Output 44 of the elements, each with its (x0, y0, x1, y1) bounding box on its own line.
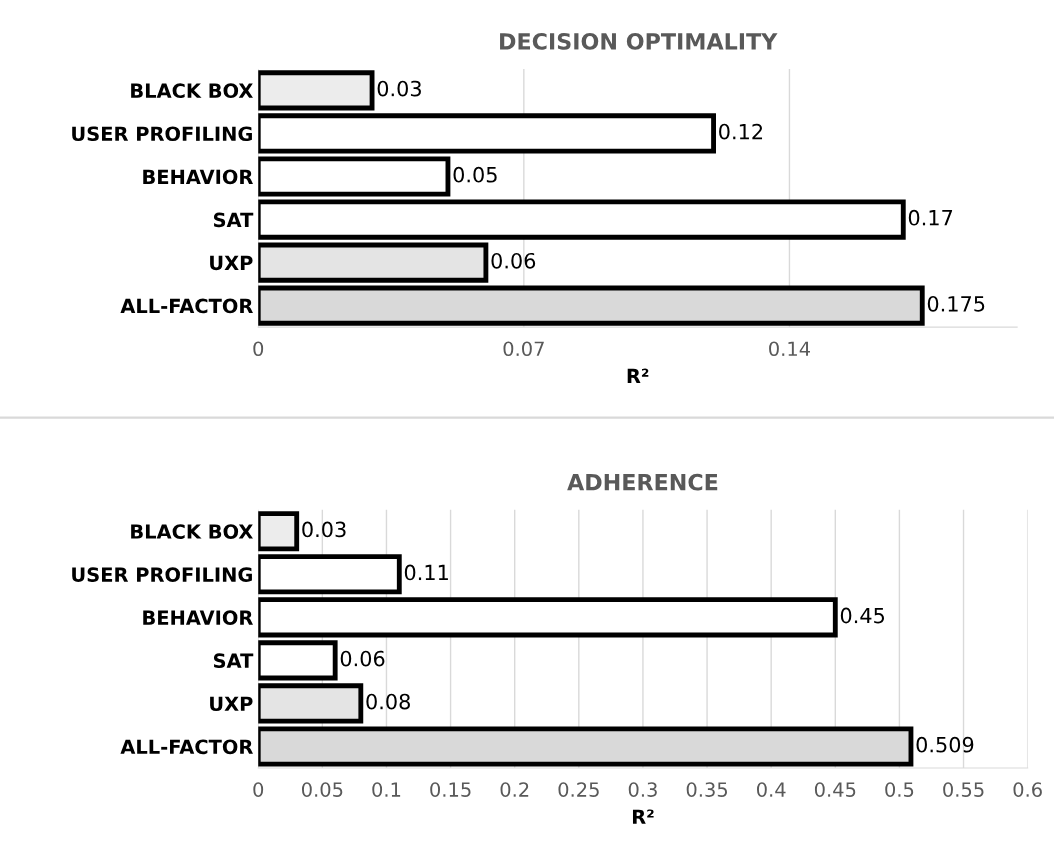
data-label: 0.11 (404, 564, 448, 581)
x-tick-label: 0.35 (686, 782, 728, 797)
x-tick-label: 0.15 (430, 782, 471, 797)
x-axis-title: R² (627, 368, 649, 383)
x-tick-label: 0.05 (301, 782, 343, 797)
x-tick-label: 0 (253, 782, 264, 797)
data-label: 0.05 (453, 166, 497, 183)
data-label: 0.06 (491, 252, 536, 269)
y-tick-label: SAT (213, 653, 254, 669)
chart-title: ADHERENCE (567, 473, 718, 491)
y-tick-label: SAT (213, 212, 254, 228)
data-label: 0.175 (927, 295, 985, 312)
data-label: 0.03 (302, 521, 346, 538)
x-tick-label: 0.3 (628, 782, 657, 797)
x-tick-label: 0.1 (372, 782, 401, 797)
data-label: 0.12 (719, 123, 763, 140)
y-tick-label: BLACK BOX (131, 83, 253, 99)
chart-title: DECISION OPTIMALITY (500, 32, 778, 50)
x-tick-label: 0.14 (769, 341, 810, 357)
x-tick-label: 0.5 (885, 782, 914, 797)
y-tick-label: USER PROFILING (72, 126, 252, 142)
data-label: 0.08 (366, 693, 410, 710)
data-label: 0.06 (340, 650, 385, 667)
x-tick-label: 0.2 (500, 782, 529, 797)
data-label: 0.509 (916, 736, 974, 753)
y-tick-label: USER PROFILING (72, 567, 252, 582)
x-tick-label: 0 (253, 341, 264, 357)
y-tick-label: UXP (210, 255, 253, 271)
x-tick-label: 0.07 (503, 341, 544, 357)
x-tick-label: 0.45 (814, 782, 856, 797)
x-axis-title: R² (632, 809, 654, 824)
data-label: 0.45 (840, 607, 885, 624)
y-tick-label: BLACK BOX (131, 524, 253, 539)
data-label: 0.03 (377, 80, 421, 97)
x-tick-label: 0.25 (558, 782, 599, 797)
x-tick-label: 0.6 (1013, 782, 1042, 797)
y-tick-label: BEHAVIOR (143, 169, 253, 185)
y-tick-label: ALL-FACTOR (120, 298, 253, 314)
x-tick-label: 0.55 (943, 782, 984, 797)
y-tick-label: ALL-FACTOR (120, 739, 253, 755)
y-tick-label: BEHAVIOR (143, 610, 253, 625)
x-tick-label: 0.4 (757, 782, 786, 797)
data-label: 0.17 (908, 209, 953, 226)
y-tick-label: UXP (210, 696, 253, 712)
